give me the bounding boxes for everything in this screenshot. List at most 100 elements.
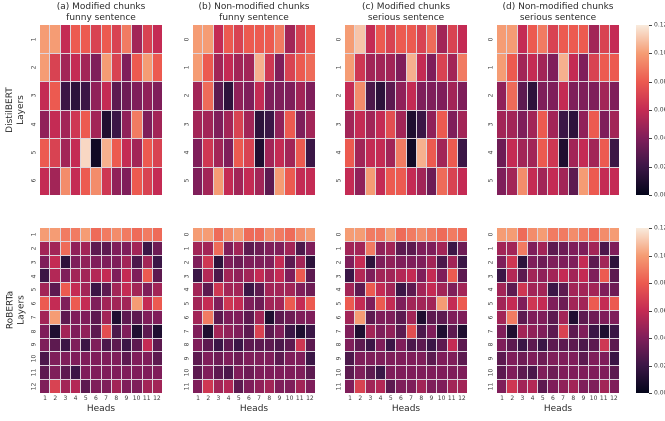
heatmap-cell xyxy=(375,366,385,380)
heatmap-cell xyxy=(396,255,406,269)
heatmap-cell xyxy=(234,269,244,283)
heatmap-cell xyxy=(193,310,203,324)
heatmap-cell xyxy=(548,82,558,110)
heatmap-cell xyxy=(609,110,619,138)
heatmap-cell xyxy=(101,53,111,81)
heatmap-cell xyxy=(122,338,132,352)
col-tick-label: 8 xyxy=(571,395,576,402)
heatmap-cell xyxy=(386,25,396,53)
heatmap-cell xyxy=(132,324,142,338)
heatmap-cell xyxy=(254,82,264,110)
col-tick-label: 6 xyxy=(551,395,555,402)
col-tick-label: 12 xyxy=(306,395,314,402)
heatmap-cell xyxy=(285,255,295,269)
heatmap-cell xyxy=(111,228,121,241)
row-tick-label: 6 xyxy=(30,301,38,306)
heatmap-cell xyxy=(193,297,203,310)
heatmap-cell xyxy=(81,269,91,283)
heatmap-cell xyxy=(234,310,244,324)
heatmap-cell xyxy=(70,283,80,297)
heatmap-cell xyxy=(132,110,142,138)
model-axis-label-roberta: RoBERTa Layers xyxy=(2,228,30,393)
heatmap-cell xyxy=(589,110,599,138)
heatmap-cell xyxy=(91,380,101,393)
heatmap-cell xyxy=(365,269,375,283)
row-tick-labels: 1 2 3 4 5 6 xyxy=(29,25,39,195)
heatmap-cell xyxy=(355,269,365,283)
heatmap-cell xyxy=(305,324,315,338)
heatmap-cell xyxy=(111,352,121,366)
heatmap-cell xyxy=(396,380,406,393)
heatmap-cell xyxy=(548,324,558,338)
heatmap-cell xyxy=(234,352,244,366)
heatmap-cell xyxy=(254,110,264,138)
row-tick-label: 5 xyxy=(335,301,343,306)
heatmap-cell xyxy=(538,25,548,53)
colorbar-tick xyxy=(649,110,652,111)
heatmap-cell xyxy=(81,241,91,255)
heatmap-cell xyxy=(579,269,589,283)
heatmap-cell xyxy=(568,310,578,324)
heatmap-cell xyxy=(609,25,619,53)
heatmap-cell xyxy=(142,167,152,195)
heatmap-cell xyxy=(264,324,274,338)
heatmap-cell xyxy=(275,241,285,255)
heatmap-cell xyxy=(193,338,203,352)
heatmap-cell xyxy=(244,167,254,195)
heatmap-cell xyxy=(152,324,162,338)
heatmap-cell xyxy=(527,255,537,269)
heatmap-cell xyxy=(91,167,101,195)
heatmap-cell xyxy=(244,139,254,167)
col-tick-labels: 1 2 3 4 5 6 7 8 9 10 11 12 xyxy=(497,395,619,402)
heatmap-cell xyxy=(517,324,527,338)
col-tick-label: 9 xyxy=(429,395,434,402)
col-tick-label: 7 xyxy=(561,395,565,402)
heatmap-cell xyxy=(447,139,457,167)
heatmap-cell xyxy=(355,110,365,138)
heatmap-cell xyxy=(386,167,396,195)
heatmap-cell xyxy=(507,82,517,110)
heatmap-cell xyxy=(538,110,548,138)
heatmap-cell xyxy=(203,53,213,81)
heatmap-cell xyxy=(152,25,162,53)
heatmap-cell xyxy=(345,110,355,138)
heatmap-cell xyxy=(558,338,568,352)
heatmap-cell xyxy=(295,241,305,255)
col-tick-label: 7 xyxy=(104,395,108,402)
heatmap-cell xyxy=(213,352,223,366)
row-tick-label: 0 xyxy=(487,232,495,237)
col-tick-label: 1 xyxy=(500,395,504,402)
heatmap-cell xyxy=(91,338,101,352)
heatmap-cell xyxy=(599,82,609,110)
col-tick-label: 6 xyxy=(247,395,251,402)
heatmap-cell xyxy=(457,352,467,366)
heatmap-cell xyxy=(375,53,385,81)
heatmap-cell xyxy=(50,241,60,255)
heatmap-cell xyxy=(548,366,558,380)
heatmap-cell xyxy=(538,139,548,167)
heatmap-cell xyxy=(427,241,437,255)
heatmap-cell xyxy=(599,310,609,324)
heatmap-cell xyxy=(447,110,457,138)
heatmap-cell xyxy=(558,352,568,366)
heatmap-cell xyxy=(285,53,295,81)
col-tick-label: 8 xyxy=(114,395,119,402)
heatmap-cell xyxy=(234,324,244,338)
heatmap-cell xyxy=(437,167,447,195)
heatmap-cell xyxy=(396,110,406,138)
col-tick-label: 9 xyxy=(124,395,129,402)
heatmap-cell xyxy=(111,310,121,324)
heatmap-cell xyxy=(568,228,578,241)
col-tick-label: 2 xyxy=(510,395,515,402)
heatmap-cell xyxy=(91,366,101,380)
heatmap-cell xyxy=(568,283,578,297)
row-tick-label: 0 xyxy=(183,232,191,237)
heatmap-cell xyxy=(101,255,111,269)
heatmap-cell xyxy=(558,255,568,269)
heatmap-cell xyxy=(234,255,244,269)
heatmap-cell xyxy=(558,380,568,393)
heatmap-cell xyxy=(152,380,162,393)
heatmap-cell xyxy=(568,366,578,380)
heatmap-cell xyxy=(91,310,101,324)
heatmap-cell xyxy=(254,352,264,366)
